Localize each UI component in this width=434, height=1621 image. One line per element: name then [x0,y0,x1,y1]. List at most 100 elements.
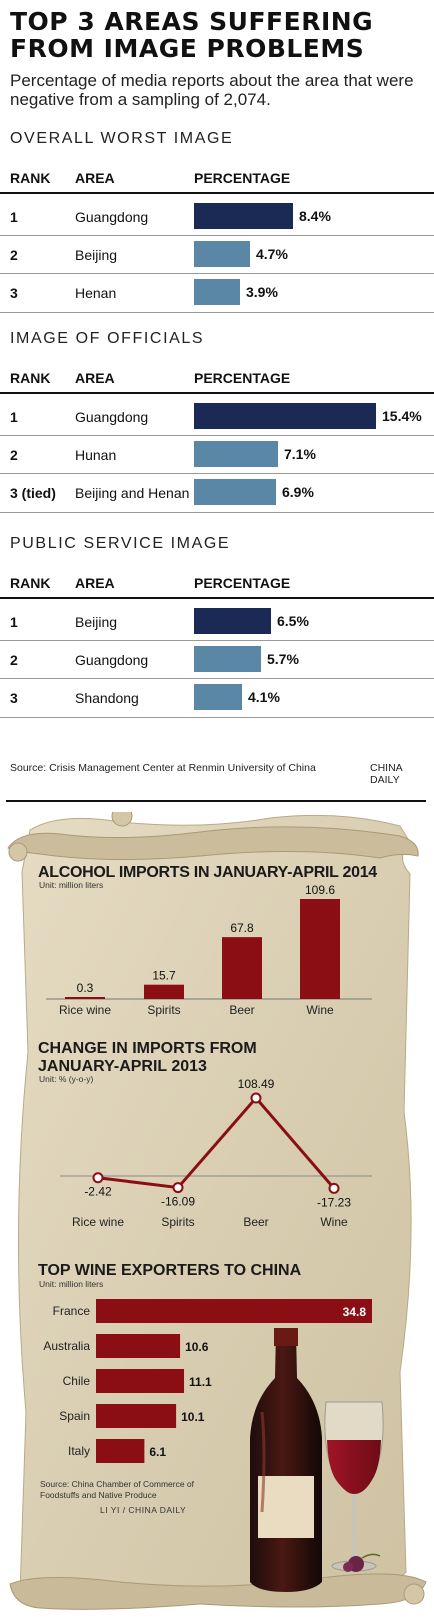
area-cell: Beijing [75,247,118,263]
data-label: 67.8 [230,921,254,935]
alcohol-imports-chart: ALCOHOL IMPORTS IN JANUARY-APRIL 2014 Un… [38,864,378,1017]
chart-source-line-1: Source: China Chamber of Commerce of [40,1479,195,1489]
rank-cell: 2 [10,247,18,263]
data-point [172,1182,184,1194]
percentage-bar [194,279,240,305]
row-divider [0,717,434,718]
bar [96,1439,145,1463]
bar [300,899,340,999]
area-cell: Guangdong [75,652,149,668]
data-label: 10.1 [181,1410,205,1424]
bar [65,997,105,999]
bar [96,1299,372,1323]
source-note: Source: Crisis Management Center at Renm… [10,762,316,774]
chart-source-line-2: Foodstuffs and Native Produce [40,1490,157,1500]
chart-unit: Unit: million liters [39,1279,103,1289]
rank-cell: 3 (tied) [10,485,56,501]
area-cell: Beijing and Henan [75,485,190,501]
data-label: 10.6 [185,1340,209,1354]
percentage-bar [194,241,250,267]
area-cell: Beijing [75,614,118,630]
chart-title-line-2: JANUARY-APRIL 2013 [38,1058,207,1075]
row-divider [0,640,434,641]
y-tick-label: Chile [63,1374,91,1388]
subtitle: Percentage of media reports about the ar… [10,71,430,109]
wine-glass-image [324,1401,384,1572]
data-label: 108.49 [238,1077,275,1091]
rank-cell: 1 [10,209,18,225]
data-label: 0.3 [77,981,94,995]
section-heading: IMAGE OF OFFICIALS [10,330,205,347]
area-cell: Guangdong [75,209,149,225]
percentage-bar [194,684,242,710]
percentage-bar [194,203,293,229]
data-label: 109.6 [305,883,335,897]
data-point [250,1092,262,1104]
data-point [328,1182,340,1194]
subtitle-line-2: negative from a sampling of 2,074. [10,90,271,109]
bar [96,1369,185,1393]
percentage-bar [194,646,261,672]
rank-cell: 2 [10,652,18,668]
data-label: 6.1 [149,1445,166,1459]
title-line-2: FROM IMAGE PROBLEMS [10,34,365,63]
data-label: 11.1 [189,1375,212,1389]
column-header-rank: RANK [10,170,51,186]
x-tick-label: Beer [229,1003,254,1017]
column-header-area: AREA [75,370,115,386]
y-tick-label: France [53,1304,91,1318]
chart-title: TOP WINE EXPORTERS TO CHINA [38,1262,302,1279]
chart-unit: Unit: million liters [39,880,103,890]
data-label: 15.7 [152,969,176,983]
x-tick-label: Rice wine [59,1003,111,1017]
chart-title: ALCOHOL IMPORTS IN JANUARY-APRIL 2014 [38,864,377,881]
column-header-percentage: PERCENTAGE [194,170,291,186]
percentage-label: 5.7% [267,651,299,667]
wine-exporters-chart: TOP WINE EXPORTERS TO CHINA Unit: millio… [38,1262,372,1463]
rank-cell: 3 [10,690,18,706]
section-heading: OVERALL WORST IMAGE [10,130,234,147]
page-title: TOP 3 AREAS SUFFERING FROM IMAGE PROBLEM… [10,8,430,62]
area-cell: Henan [75,285,117,301]
data-label: -17.23 [317,1195,351,1209]
data-label: -2.42 [84,1185,112,1199]
bar [222,937,262,999]
data-label: 34.8 [343,1305,367,1319]
percentage-label: 6.5% [277,613,309,629]
data-point [92,1172,104,1184]
row-divider [0,235,434,236]
x-tick-label: Rice wine [72,1215,124,1229]
percentage-label: 7.1% [284,446,316,462]
x-tick-label: Wine [320,1215,348,1229]
column-header-percentage: PERCENTAGE [194,575,291,591]
row-divider [0,273,434,274]
title-line-1: TOP 3 AREAS SUFFERING [10,7,374,36]
area-cell: Hunan [75,447,117,463]
column-header-area: AREA [75,575,115,591]
percentage-bar [194,403,376,429]
section-divider [6,800,426,802]
rank-cell: 1 [10,409,18,425]
x-tick-label: Spirits [147,1003,180,1017]
section-heading: PUBLIC SERVICE IMAGE [10,535,231,552]
row-divider [0,473,434,474]
chart-credit: LI YI / CHINA DAILY [100,1505,186,1515]
y-tick-label: Australia [43,1339,90,1353]
bar [96,1334,181,1358]
percentage-label: 6.9% [282,484,314,500]
header-rule [0,192,434,194]
x-tick-label: Wine [306,1003,334,1017]
change-in-imports-chart: CHANGE IN IMPORTS FROM JANUARY-APRIL 201… [38,1040,372,1229]
credit-note: CHINA DAILY [370,762,403,786]
row-divider [0,678,434,679]
percentage-bar [194,608,271,634]
percentage-label: 4.1% [248,689,280,705]
header-rule [0,597,434,599]
column-header-area: AREA [75,170,115,186]
x-tick-label: Spirits [161,1215,194,1229]
percentage-label: 3.9% [246,284,278,300]
y-tick-label: Spain [59,1409,90,1423]
bar [144,984,184,999]
rank-cell: 3 [10,285,18,301]
chart-unit: Unit: % (y-o-y) [39,1074,93,1084]
